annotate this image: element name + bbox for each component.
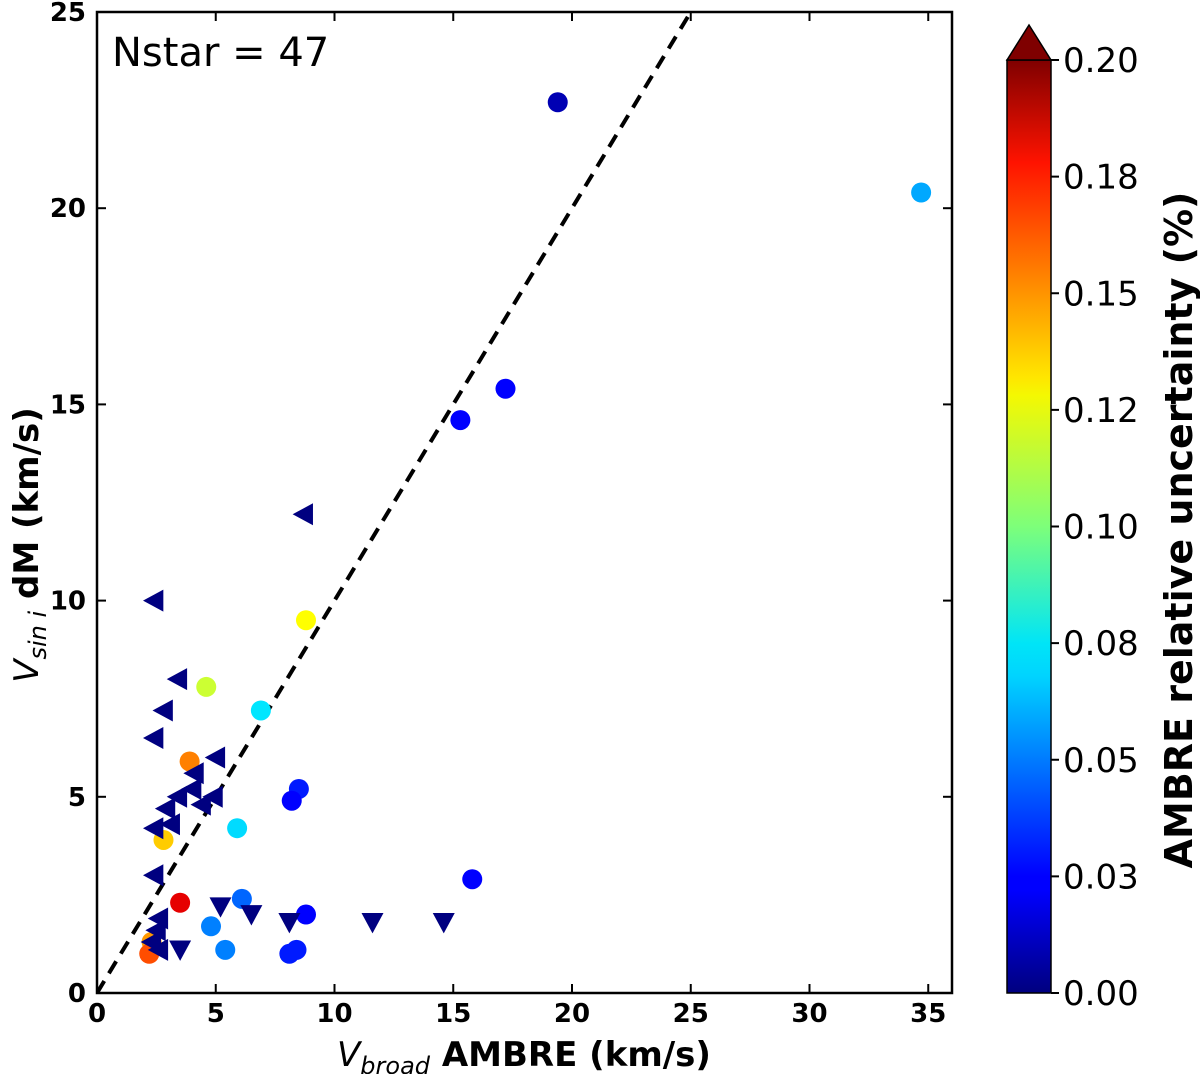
colorbar-tick-label: 0.03 xyxy=(1063,857,1139,897)
colorbar: 0.00 0.03 0.05 0.08 0.10 0.12 0.15 0.18 0.20 AMB… xyxy=(1005,23,1200,1014)
y-tick-label: 10 xyxy=(50,587,86,617)
data-point-circle xyxy=(296,904,316,925)
data-point-triangle-left xyxy=(166,785,188,808)
colorbar-tick-label: 0.00 xyxy=(1063,974,1139,1014)
data-point-triangle-down xyxy=(361,913,384,934)
data-point-triangle-left xyxy=(183,762,204,785)
y-tick-label: 0 xyxy=(68,979,86,1009)
nstar-annotation: Nstar = 47 xyxy=(112,30,329,76)
plot-area xyxy=(97,12,952,993)
x-tick-label: 10 xyxy=(316,999,352,1029)
data-point-triangle-down xyxy=(169,940,192,961)
data-point-triangle-left xyxy=(147,938,169,961)
data-point-triangle-down xyxy=(209,897,232,918)
data-point-triangle-left xyxy=(152,699,173,722)
data-point-triangle-left xyxy=(143,726,164,749)
data-point-triangle-left xyxy=(202,785,223,808)
colorbar-tick-label: 0.10 xyxy=(1063,508,1139,548)
x-tick-label: 30 xyxy=(791,999,827,1029)
data-point-circle xyxy=(279,943,300,964)
data-point-circle xyxy=(296,610,316,631)
x-tick-label: 0 xyxy=(88,999,106,1029)
x-tick-label: 15 xyxy=(435,999,471,1029)
x-tick-label: 20 xyxy=(554,999,590,1029)
data-point-triangle-left xyxy=(204,746,226,769)
data-point-triangle-left xyxy=(292,503,313,526)
data-point-circle xyxy=(227,818,248,839)
colorbar-gradient xyxy=(1006,59,1052,994)
colorbar-tick-label: 0.18 xyxy=(1063,158,1139,198)
data-point-circle xyxy=(215,939,236,960)
data-point-circle xyxy=(495,378,516,399)
data-point-triangle-left xyxy=(159,813,180,836)
x-tick-label: 35 xyxy=(910,999,946,1029)
data-point-triangle-left xyxy=(181,777,202,800)
colorbar-tick-label: 0.20 xyxy=(1063,41,1139,81)
data-point-circle xyxy=(450,410,471,431)
data-point-circle xyxy=(196,676,217,697)
x-tick-label: 25 xyxy=(673,999,709,1029)
data-point-circle xyxy=(250,700,271,721)
y-tick-label: 20 xyxy=(50,194,86,224)
data-point-triangle-left xyxy=(190,793,211,816)
data-point-circle xyxy=(170,892,191,913)
y-tick-label: 25 xyxy=(50,0,86,28)
data-point-circle xyxy=(547,92,568,113)
data-point-circle xyxy=(179,751,200,772)
data-point-triangle-left xyxy=(143,864,164,887)
data-point-triangle-down xyxy=(278,913,301,934)
data-point-circle xyxy=(281,790,302,811)
data-point-circle xyxy=(201,916,221,937)
data-point-triangle-left xyxy=(166,668,188,691)
y-tick-label: 5 xyxy=(68,783,86,813)
y-tick-label: 15 xyxy=(50,390,86,420)
colorbar-tick-label: 0.08 xyxy=(1063,624,1139,664)
data-point-triangle-down xyxy=(240,905,263,926)
data-point-triangle-left xyxy=(143,589,164,612)
colorbar-tick-label: 0.05 xyxy=(1063,741,1139,781)
plot-frame xyxy=(95,10,954,995)
colorbar-extend-arrow xyxy=(1005,23,1053,61)
colorbar-title: AMBRE relative uncertainty (%) xyxy=(1157,192,1200,869)
data-point-circle xyxy=(911,182,932,203)
data-point-triangle-down xyxy=(432,913,455,934)
one-to-one-reference-line xyxy=(97,12,693,993)
data-point-circle xyxy=(231,888,252,909)
x-tick-label: 5 xyxy=(207,999,225,1029)
data-point-triangle-left xyxy=(143,817,164,840)
y-axis-title: Vsin i dM (km/s) xyxy=(7,407,52,683)
x-axis-title: Vbroad AMBRE (km/s) xyxy=(337,1035,711,1074)
colorbar-tick-label: 0.15 xyxy=(1063,274,1139,314)
data-point-circle xyxy=(462,869,483,890)
colorbar-tick-label: 0.12 xyxy=(1063,391,1139,431)
data-point-triangle-left xyxy=(154,797,176,820)
